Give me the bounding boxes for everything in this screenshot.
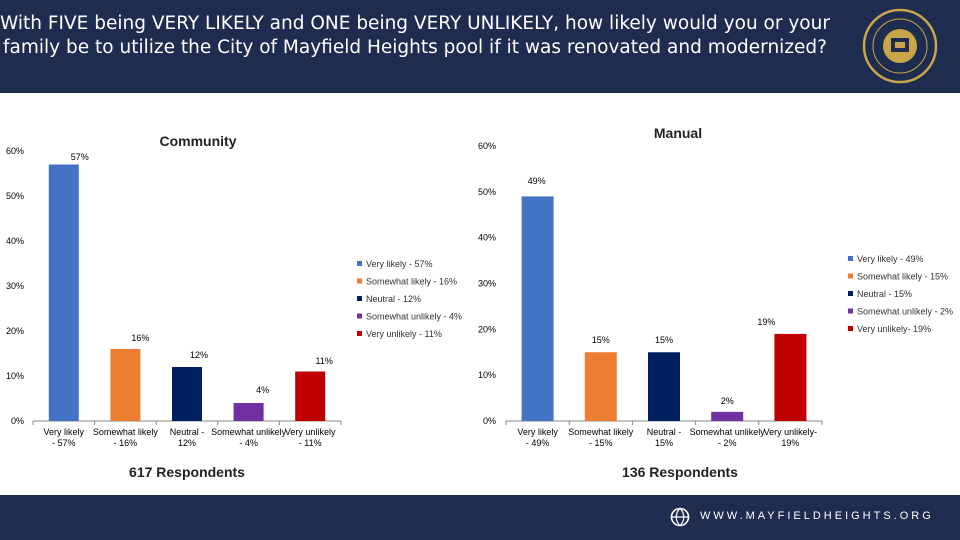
legend-swatch bbox=[848, 256, 853, 261]
data-label: 19% bbox=[757, 317, 775, 327]
y-tick-label: 60% bbox=[478, 141, 496, 151]
bar bbox=[521, 196, 554, 421]
legend-entry: Neutral - 12% bbox=[366, 294, 421, 304]
data-label: 57% bbox=[71, 152, 89, 162]
chart-title: Manual bbox=[654, 125, 702, 141]
legend-entry: Very likely - 57% bbox=[366, 259, 433, 269]
bar bbox=[774, 333, 807, 421]
legend-swatch bbox=[848, 273, 853, 279]
y-tick-label: 40% bbox=[478, 233, 496, 243]
y-tick-label: 60% bbox=[6, 146, 24, 156]
manual-chart: Manual 0% 10% 20% 30% 40% 50% 60% 49% Very likely… bbox=[478, 125, 953, 480]
city-seal-logo bbox=[862, 8, 938, 84]
respondents-label: 136 Respondents bbox=[622, 464, 738, 480]
bar bbox=[48, 164, 79, 421]
page-title: With FIVE being VERY LIKELY and ONE bein… bbox=[0, 13, 830, 58]
website-link[interactable]: WWW.MAYFIELDHEIGHTS.ORG bbox=[700, 510, 934, 522]
legend-swatch bbox=[357, 278, 362, 284]
legend-entry: Very unlikely- 19% bbox=[857, 324, 931, 334]
legend-entry: Very likely - 49% bbox=[857, 254, 924, 264]
y-tick-label: 20% bbox=[478, 324, 496, 334]
data-label: 15% bbox=[655, 335, 673, 345]
y-tick-label: 10% bbox=[478, 370, 496, 380]
x-category-label: Somewhat unlikely - 2% bbox=[690, 427, 766, 448]
data-label: 49% bbox=[528, 176, 546, 186]
x-category-label: Neutral -15% bbox=[647, 427, 682, 448]
x-category-label: Very likely - 49% bbox=[517, 427, 558, 448]
legend-swatch bbox=[357, 261, 362, 266]
data-label: 12% bbox=[190, 350, 208, 360]
community-chart: Community 0% 10% 20% 30% 40% 50% 60% 57% Very lik… bbox=[6, 133, 462, 480]
bar bbox=[233, 403, 264, 421]
legend-swatch bbox=[357, 296, 362, 301]
x-category-label: Somewhat likely - 16% bbox=[93, 427, 159, 448]
bar bbox=[584, 352, 617, 421]
x-category-label: Very likely - 57% bbox=[44, 427, 85, 448]
data-label: 11% bbox=[316, 356, 333, 366]
globe-logo-icon bbox=[670, 507, 690, 527]
data-label: 16% bbox=[131, 333, 149, 343]
legend-entry: Very unlikely - 11% bbox=[366, 329, 442, 339]
legend-entry: Somewhat likely - 15% bbox=[857, 272, 948, 282]
legend-swatch bbox=[848, 308, 853, 314]
y-tick-label: 0% bbox=[11, 416, 24, 426]
y-tick-label: 50% bbox=[478, 187, 496, 197]
y-tick-label: 30% bbox=[6, 281, 24, 291]
legend-entry: Somewhat unlikely - 2% bbox=[857, 307, 953, 317]
chart-title: Community bbox=[160, 133, 237, 149]
legend-swatch bbox=[848, 326, 853, 331]
y-tick-label: 20% bbox=[6, 326, 24, 336]
footer-bar bbox=[0, 495, 960, 540]
x-category-label: Neutral -12% bbox=[170, 427, 205, 448]
x-category-label: Very unlikely-19% bbox=[764, 427, 818, 448]
bar bbox=[172, 367, 202, 421]
bar bbox=[648, 352, 680, 421]
legend-swatch bbox=[357, 331, 362, 336]
legend-entry: Neutral - 15% bbox=[857, 289, 912, 299]
y-tick-label: 50% bbox=[6, 191, 24, 201]
legend-swatch bbox=[848, 291, 853, 296]
bar bbox=[110, 349, 141, 421]
legend-entry: Somewhat unlikely - 4% bbox=[366, 312, 462, 322]
bar bbox=[295, 371, 326, 421]
y-tick-label: 10% bbox=[6, 371, 24, 381]
x-category-label: Somewhat unlikely - 4% bbox=[211, 427, 287, 448]
x-category-label: Somewhat likely - 15% bbox=[568, 427, 634, 448]
bar bbox=[711, 411, 744, 421]
legend-swatch bbox=[357, 313, 362, 319]
header-bar bbox=[0, 0, 960, 93]
legend-entry: Somewhat likely - 16% bbox=[366, 277, 457, 287]
respondents-label: 617 Respondents bbox=[129, 464, 245, 480]
data-label: 4% bbox=[256, 385, 269, 395]
y-tick-label: 30% bbox=[478, 279, 496, 289]
y-tick-label: 0% bbox=[483, 416, 496, 426]
y-tick-label: 40% bbox=[6, 236, 24, 246]
x-category-label: Very unlikely - 11% bbox=[285, 427, 336, 448]
data-label: 15% bbox=[592, 335, 610, 345]
data-label: 2% bbox=[721, 396, 734, 406]
